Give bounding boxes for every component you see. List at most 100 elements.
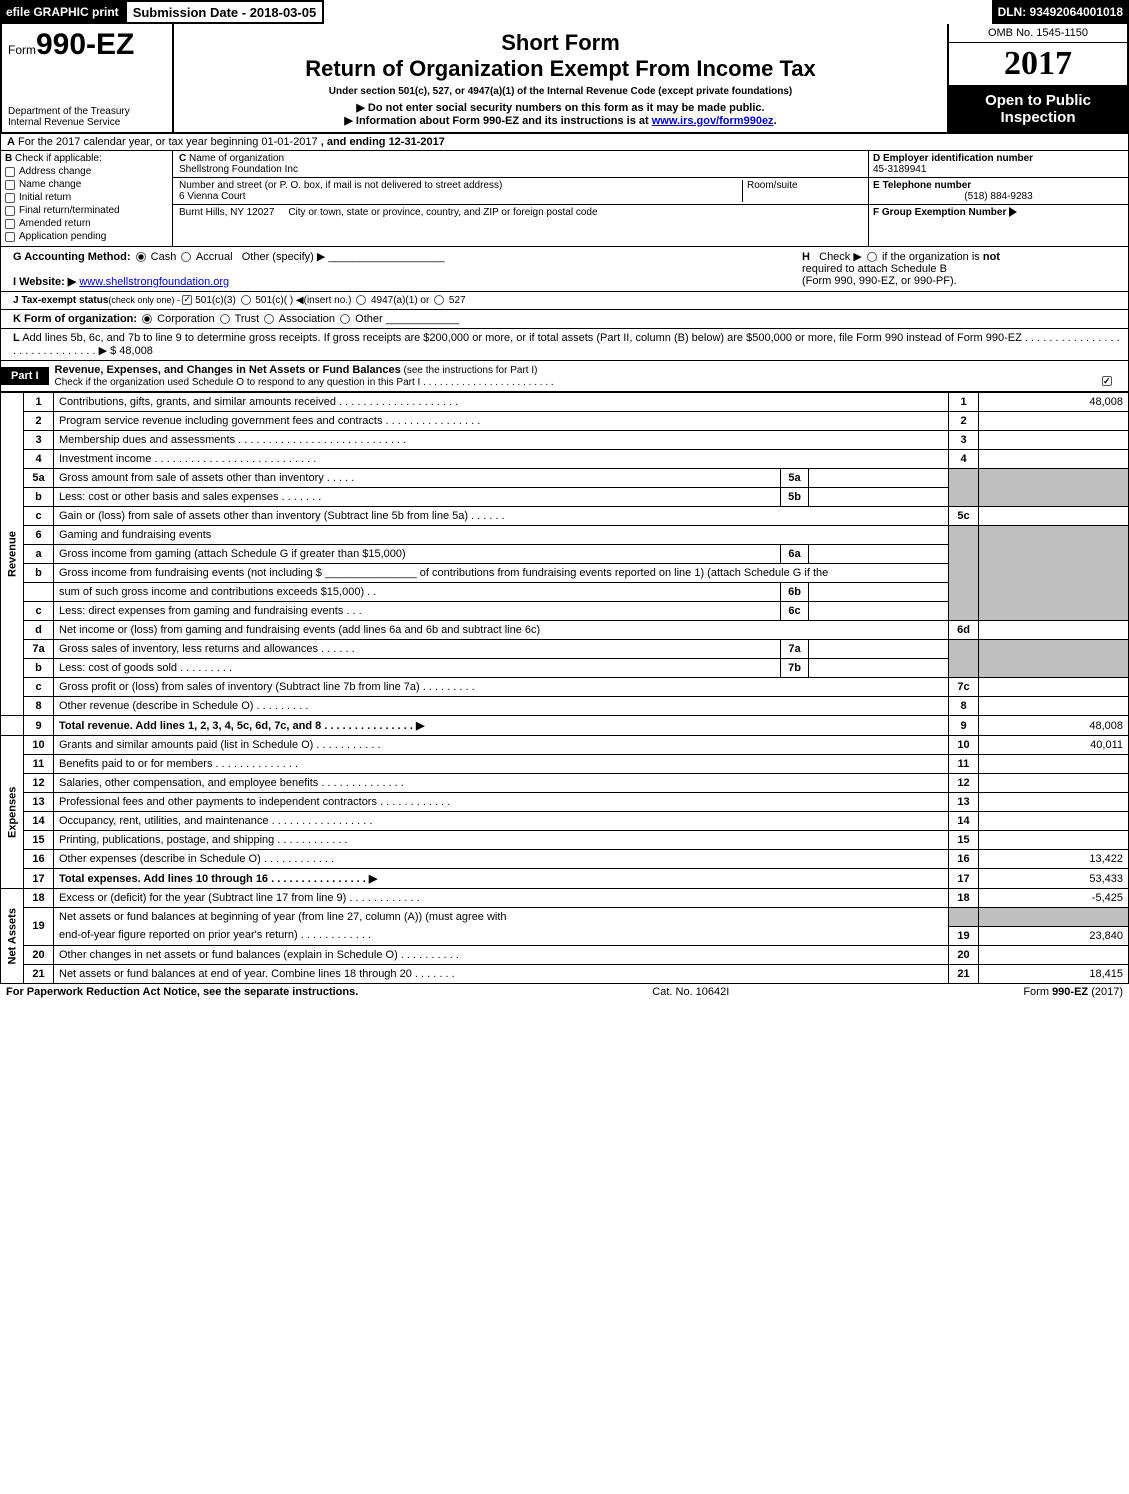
table-row: c Gain or (loss) from sale of assets oth… xyxy=(1,507,1129,526)
table-row: Net Assets 18 Excess or (deficit) for th… xyxy=(1,889,1129,908)
header-mid: Short Form Return of Organization Exempt… xyxy=(174,24,947,132)
l-text: Add lines 5b, 6c, and 7b to line 9 to de… xyxy=(13,332,1120,357)
label-b: B xyxy=(5,153,12,164)
section-l: L Add lines 5b, 6c, and 7b to line 9 to … xyxy=(1,328,1128,360)
department: Department of the Treasury Internal Reve… xyxy=(8,106,166,128)
radio-accrual-icon[interactable] xyxy=(181,252,191,262)
radio-cash-icon[interactable] xyxy=(136,252,146,262)
subtitle: Under section 501(c), 527, or 4947(a)(1)… xyxy=(178,86,943,97)
table-row: 20 Other changes in net assets or fund b… xyxy=(1,945,1129,964)
label-a: A xyxy=(7,136,15,148)
table-row: 5a Gross amount from sale of assets othe… xyxy=(1,469,1129,488)
info-grid: B Check if applicable: Address change Na… xyxy=(0,151,1129,247)
netassets-sidelabel: Net Assets xyxy=(1,889,24,984)
expenses-sidelabel: Expenses xyxy=(1,736,24,889)
k-label: K Form of organization: xyxy=(13,313,137,325)
page-footer: For Paperwork Reduction Act Notice, see … xyxy=(0,984,1129,1000)
d-value: 45-3189941 xyxy=(873,164,926,175)
table-row: 11 Benefits paid to or for members . . .… xyxy=(1,755,1129,774)
section-b-check: Check if applicable: xyxy=(15,153,102,164)
checkbox-icon xyxy=(5,206,15,216)
radio-assoc-icon[interactable] xyxy=(264,314,274,324)
city-label: City or town, state or province, country… xyxy=(288,207,597,218)
dept-line1: Department of the Treasury xyxy=(8,106,166,117)
checkbox-amended-return[interactable]: Amended return xyxy=(5,218,168,229)
section-j: J Tax-exempt status(check only one) - 50… xyxy=(1,291,1128,309)
table-row: Expenses 10 Grants and similar amounts p… xyxy=(1,736,1129,755)
revenue-sidelabel: Revenue xyxy=(1,393,24,716)
name-label: Name of organization xyxy=(189,153,284,164)
header-right: OMB No. 1545-1150 2017 Open to Public In… xyxy=(947,24,1127,132)
table-row: 12 Salaries, other compensation, and emp… xyxy=(1,774,1129,793)
radio-trust-icon[interactable] xyxy=(220,314,230,324)
table-row: 4 Investment income . . . . . . . . . . … xyxy=(1,450,1129,469)
l-value: $ 48,008 xyxy=(110,345,153,357)
form-number: Form990-EZ xyxy=(8,28,166,62)
g-label: G Accounting Method: xyxy=(13,251,131,263)
checkbox-icon xyxy=(5,193,15,203)
check-501c3-icon[interactable] xyxy=(182,295,192,305)
section-a-text: For the 2017 calendar year, or tax year … xyxy=(18,136,318,148)
d-label: D Employer identification number xyxy=(873,153,1033,164)
table-row: Revenue 1 Contributions, gifts, grants, … xyxy=(1,393,1129,412)
meta-section: G Accounting Method: Cash Accrual Other … xyxy=(0,247,1129,361)
checkbox-address-change[interactable]: Address change xyxy=(5,166,168,177)
form-prefix: Form xyxy=(8,43,36,57)
table-row: end-of-year figure reported on prior yea… xyxy=(1,926,1129,945)
note-instructions: ▶ Information about Form 990-EZ and its … xyxy=(178,114,943,127)
omb-label: OMB No. 1545-1150 xyxy=(949,24,1127,43)
section-e: E Telephone number (518) 884-9283 xyxy=(869,178,1128,205)
section-def: D Employer identification number 45-3189… xyxy=(868,151,1128,246)
checkbox-application-pending[interactable]: Application pending xyxy=(5,231,168,242)
radio-501c-icon[interactable] xyxy=(241,295,251,305)
checkbox-icon xyxy=(5,180,15,190)
section-h: H Check ▶ if the organization is not if … xyxy=(802,250,1122,287)
label-c: C xyxy=(179,153,186,164)
e-value: (518) 884-9283 xyxy=(873,191,1124,202)
header-left: Form990-EZ Department of the Treasury In… xyxy=(2,24,174,132)
dln-label: DLN: 93492064001018 xyxy=(992,0,1129,24)
radio-other-icon[interactable] xyxy=(340,314,350,324)
tax-year: 2017 xyxy=(949,43,1127,86)
footer-right: Form 990-EZ (2017) xyxy=(1023,986,1123,998)
street-cell: Number and street (or P. O. box, if mail… xyxy=(173,178,868,205)
e-label: E Telephone number xyxy=(873,180,971,191)
checkbox-name-change[interactable]: Name change xyxy=(5,179,168,190)
table-row: 3 Membership dues and assessments . . . … xyxy=(1,431,1129,450)
form-header: Form990-EZ Department of the Treasury In… xyxy=(0,24,1129,134)
table-row: 6 Gaming and fundraising events xyxy=(1,526,1129,545)
submission-date: Submission Date - 2018-03-05 xyxy=(125,0,325,24)
topbar-spacer xyxy=(324,0,991,24)
room-label: Room/suite xyxy=(742,180,862,202)
check-schedule-o-icon[interactable] xyxy=(1102,376,1112,386)
checkbox-icon xyxy=(5,219,15,229)
website-link[interactable]: www.shellstrongfoundation.org xyxy=(79,276,229,288)
arrow-icon xyxy=(1009,207,1017,217)
street-value: 6 Vienna Court xyxy=(179,191,246,202)
section-f: F Group Exemption Number xyxy=(869,205,1128,220)
org-name-cell: C Name of organization Shellstrong Found… xyxy=(173,151,868,178)
note2-pre: ▶ Information about Form 990-EZ and its … xyxy=(344,115,651,127)
radio-4947-icon[interactable] xyxy=(356,295,366,305)
radio-h-icon[interactable] xyxy=(867,252,877,262)
section-d: D Employer identification number 45-3189… xyxy=(869,151,1128,178)
table-row: 9 Total revenue. Add lines 1, 2, 3, 4, 5… xyxy=(1,716,1129,736)
radio-corp-icon[interactable] xyxy=(142,314,152,324)
dept-line2: Internal Revenue Service xyxy=(8,117,166,128)
radio-527-icon[interactable] xyxy=(434,295,444,305)
part-i-title: Revenue, Expenses, and Changes in Net As… xyxy=(49,361,1128,391)
table-row: 17 Total expenses. Add lines 10 through … xyxy=(1,869,1129,889)
section-g: G Accounting Method: Cash Accrual Other … xyxy=(13,250,445,288)
section-a: A For the 2017 calendar year, or tax yea… xyxy=(0,134,1129,151)
section-b: B Check if applicable: Address change Na… xyxy=(1,151,173,246)
footer-mid: Cat. No. 10642I xyxy=(652,986,729,998)
form-no-text: 990-EZ xyxy=(36,28,134,61)
instructions-link[interactable]: www.irs.gov/form990ez xyxy=(652,115,774,127)
checkbox-icon xyxy=(5,232,15,242)
street-label: Number and street (or P. O. box, if mail… xyxy=(179,180,502,191)
checkbox-initial-return[interactable]: Initial return xyxy=(5,192,168,203)
table-row: 13 Professional fees and other payments … xyxy=(1,793,1129,812)
section-a-ending: , and ending 12-31-2017 xyxy=(321,136,445,148)
checkbox-final-return[interactable]: Final return/terminated xyxy=(5,205,168,216)
table-row: 21 Net assets or fund balances at end of… xyxy=(1,964,1129,983)
